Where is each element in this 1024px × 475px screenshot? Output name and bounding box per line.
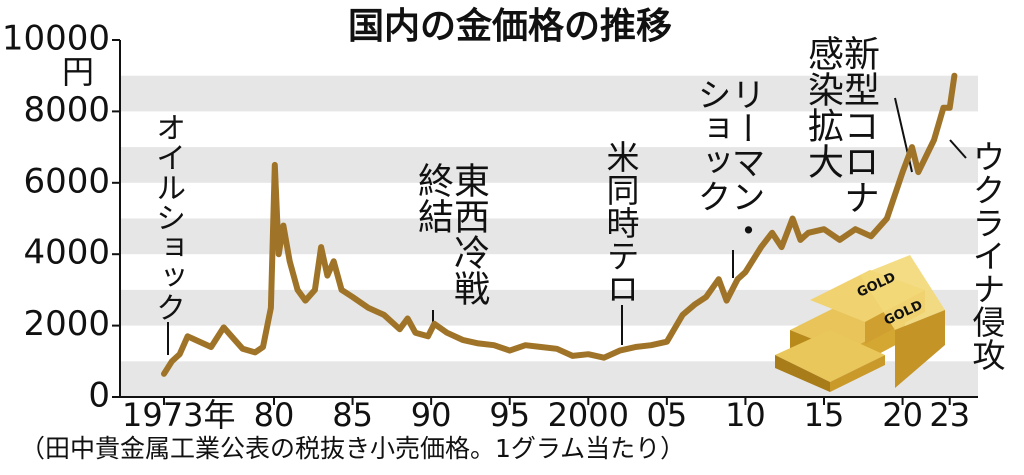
grid-band	[120, 75, 978, 112]
y-tick-label: 6000	[23, 161, 110, 201]
y-tick-label: 4000	[23, 233, 110, 273]
x-tick-label: 1973年	[122, 396, 235, 434]
grid-band	[120, 147, 978, 183]
annotation: オイルショック	[150, 112, 185, 322]
x-tick-label: 90	[411, 396, 452, 434]
y-tick-label: 10000	[2, 19, 110, 59]
x-tick-label: 2000	[548, 396, 629, 434]
x-tick-label: 85	[332, 396, 373, 434]
annotation: リーマン・ショック	[691, 77, 765, 247]
gold-bars: GOLD GOLD	[775, 255, 945, 392]
x-tick-label: 80	[254, 396, 295, 434]
x-tick-label: 23	[929, 396, 970, 434]
annotation: 新型コロナ感染拡大	[802, 35, 879, 215]
annotation: 米同時テロ	[601, 140, 640, 305]
annotation: 東西冷戦終結	[412, 162, 489, 306]
x-tick-label: 15	[804, 396, 845, 434]
chart-title: 国内の金価格の推移	[348, 5, 672, 47]
y-tick-label: 8000	[23, 90, 110, 130]
x-tick-label: 05	[646, 396, 687, 434]
y-tick-label: 0	[88, 376, 110, 416]
x-tick-label: 95	[489, 396, 530, 434]
footnote: （田中貴金属工業公表の税抜き小売価格。1グラム当たり）	[20, 434, 685, 463]
x-tick-label: 20	[882, 396, 923, 434]
y-tick-label: 2000	[23, 304, 110, 344]
annotation: ウクライナ侵攻	[967, 140, 1006, 371]
price-line	[161, 72, 958, 377]
y-unit: 円	[62, 53, 94, 91]
x-tick-label: 10	[725, 396, 766, 434]
